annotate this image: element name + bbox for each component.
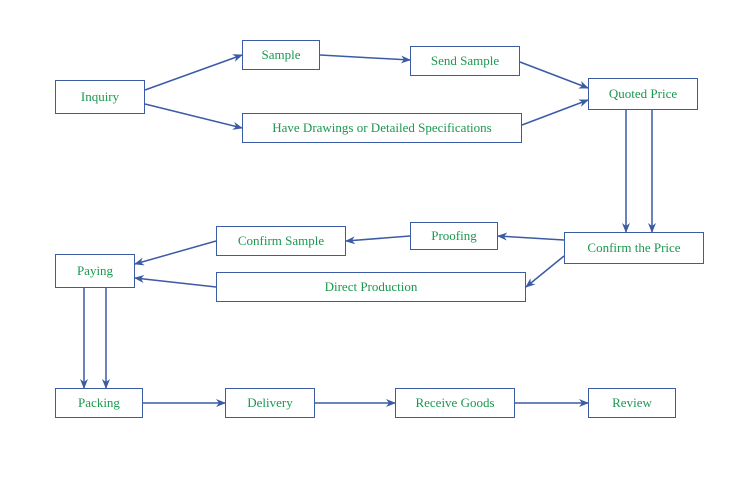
node-receive-goods: Receive Goods bbox=[395, 388, 515, 418]
node-inquiry: Inquiry bbox=[55, 80, 145, 114]
node-have-drawings: Have Drawings or Detailed Specifications bbox=[242, 113, 522, 143]
node-label: Proofing bbox=[431, 228, 477, 244]
node-label: Have Drawings or Detailed Specifications bbox=[272, 120, 491, 136]
node-label: Review bbox=[612, 395, 652, 411]
node-label: Sample bbox=[262, 47, 301, 63]
node-label: Receive Goods bbox=[415, 395, 494, 411]
node-quoted-price: Quoted Price bbox=[588, 78, 698, 110]
edge-confirm-sample-to-paying bbox=[135, 241, 216, 264]
edge-send-sample-to-quoted-price bbox=[520, 62, 588, 88]
edge-sample-to-send-sample bbox=[320, 55, 410, 60]
node-delivery: Delivery bbox=[225, 388, 315, 418]
node-confirm-price: Confirm the Price bbox=[564, 232, 704, 264]
node-label: Packing bbox=[78, 395, 120, 411]
node-direct-prod: Direct Production bbox=[216, 272, 526, 302]
node-proofing: Proofing bbox=[410, 222, 498, 250]
edge-have-drawings-to-quoted-price bbox=[522, 100, 588, 125]
node-label: Inquiry bbox=[81, 89, 119, 105]
node-send-sample: Send Sample bbox=[410, 46, 520, 76]
edge-inquiry-to-have-drawings bbox=[145, 104, 242, 128]
node-label: Delivery bbox=[247, 395, 292, 411]
edge-proofing-to-confirm-sample bbox=[346, 236, 410, 241]
edge-confirm-price-to-direct-prod bbox=[526, 256, 564, 287]
edge-confirm-price-to-proofing bbox=[498, 236, 564, 240]
node-label: Confirm the Price bbox=[587, 240, 680, 256]
node-paying: Paying bbox=[55, 254, 135, 288]
edge-inquiry-to-sample bbox=[145, 55, 242, 90]
node-label: Send Sample bbox=[431, 53, 499, 69]
node-label: Quoted Price bbox=[609, 86, 677, 102]
node-label: Paying bbox=[77, 263, 113, 279]
node-packing: Packing bbox=[55, 388, 143, 418]
node-label: Direct Production bbox=[325, 279, 418, 295]
node-confirm-sample: Confirm Sample bbox=[216, 226, 346, 256]
node-review: Review bbox=[588, 388, 676, 418]
edge-direct-prod-to-paying bbox=[135, 278, 216, 287]
node-sample: Sample bbox=[242, 40, 320, 70]
node-label: Confirm Sample bbox=[238, 233, 324, 249]
